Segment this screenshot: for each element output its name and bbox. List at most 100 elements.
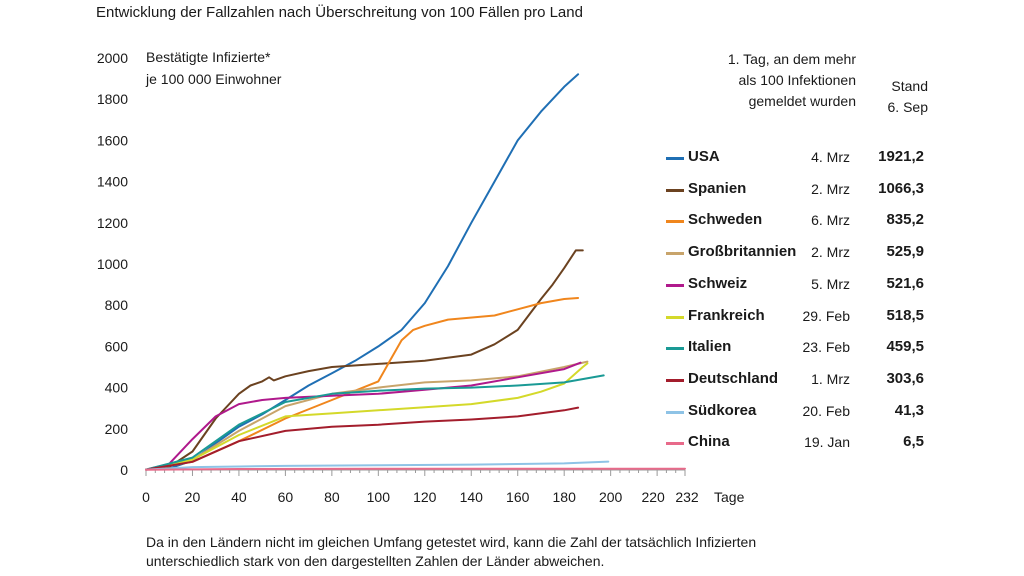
legend-series-name: Schweiz	[688, 274, 748, 292]
legend-header-stand: Stand 6. Sep	[888, 76, 928, 118]
legend-header-stand-line1: Stand	[891, 78, 928, 94]
y-tick-label: 200	[105, 421, 129, 437]
series-line-usa	[145, 73, 580, 471]
y-tick-label: 600	[105, 338, 129, 354]
x-tick-label: 20	[185, 489, 201, 505]
legend-series-name: Italien	[688, 338, 732, 356]
series-line-deutschland	[145, 406, 580, 471]
footnote: Da in den Ländern nicht im gleichen Umfa…	[146, 533, 846, 571]
legend-swatch	[666, 442, 684, 446]
legend-swatch	[666, 315, 684, 319]
legend-row: Italien 23. Feb 459,5	[662, 336, 932, 360]
chart-axes: 0 200 400 600 800 1000 1200 1400 1600 1800 2000 0 20…	[97, 50, 745, 505]
y-axis-label-line2: je 100 000 Einwohner	[146, 71, 282, 87]
x-tick-label: 160	[506, 489, 530, 505]
legend-header-first-day: 1. Tag, an dem mehr als 100 Infektionen …	[728, 49, 856, 112]
legend-stand-value: 1921,2	[878, 148, 924, 165]
legend-swatch	[666, 188, 684, 192]
legend-series-name: Großbritannien	[688, 243, 797, 261]
legend-series-name: Schweden	[688, 211, 763, 229]
legend-swatch	[666, 157, 684, 160]
x-tick-label: 140	[460, 489, 484, 505]
legend-series-name: Südkorea	[688, 401, 757, 419]
legend-swatch	[666, 283, 684, 287]
legend-row: Deutschland 1. Mrz 303,6	[662, 368, 932, 392]
legend-first-day: 19. Jan	[804, 434, 850, 451]
legend-swatch	[666, 252, 684, 256]
legend-stand-value: 521,6	[886, 274, 924, 292]
legend-series-name: China	[688, 433, 730, 451]
x-axis-label: Tage	[714, 489, 745, 505]
legend-series-name: USA	[688, 148, 720, 165]
legend-header-stand-line2: 6. Sep	[887, 99, 928, 115]
y-tick-label: 1800	[97, 91, 128, 107]
x-tick-label: 80	[324, 489, 340, 505]
y-tick-label: 400	[105, 380, 129, 396]
legend-row: Schweden 6. Mrz 835,2	[662, 209, 932, 233]
legend-stand-value: 835,2	[886, 211, 924, 229]
legend-header-first-day-line1: 1. Tag, an dem mehr	[727, 51, 856, 67]
legend-row: China 19. Jan 6,5	[662, 431, 932, 455]
legend-first-day: 29. Feb	[802, 307, 850, 324]
y-tick-label: 2000	[97, 50, 128, 66]
y-tick-label: 1600	[97, 132, 128, 148]
legend-first-day: 5. Mrz	[811, 275, 850, 292]
footnote-line2: unterschiedlich stark von den dargestell…	[146, 553, 605, 569]
x-tick-label: 232	[675, 489, 699, 505]
footnote-line1: Da in den Ländern nicht im gleichen Umfa…	[146, 534, 757, 550]
legend-first-day: 1. Mrz	[811, 370, 850, 387]
series-line-südkorea	[145, 460, 610, 471]
legend-header-first-day-line3: gemeldet wurden	[748, 93, 856, 109]
series-line-china	[145, 467, 686, 471]
x-tick-label: 220	[641, 489, 665, 505]
series-line-frankreich	[145, 362, 589, 471]
legend-stand-value: 1066,3	[878, 179, 924, 197]
chart-title: Entwicklung der Fallzahlen nach Überschr…	[96, 4, 583, 21]
legend-first-day: 2. Mrz	[811, 180, 850, 197]
x-tick-label: 0	[142, 489, 150, 505]
y-tick-label: 0	[120, 462, 128, 478]
legend-stand-value: 6,5	[903, 433, 924, 451]
series-line-schweden	[145, 297, 580, 471]
legend-first-day: 4. Mrz	[811, 149, 850, 165]
legend-series-name: Spanien	[688, 179, 747, 197]
legend-stand-value: 41,3	[894, 401, 924, 419]
series-line-italien	[145, 374, 605, 471]
legend-stand-value: 525,9	[886, 243, 924, 261]
legend-row: Südkorea 20. Feb 41,3	[662, 400, 932, 424]
legend-row: USA 4. Mrz 1921,2	[662, 146, 932, 170]
y-axis-label-line1: Bestätigte Infizierte*	[146, 49, 271, 65]
series-line-spanien	[145, 249, 584, 471]
legend-first-day: 20. Feb	[802, 402, 850, 419]
legend-swatch	[666, 220, 684, 224]
legend-stand-value: 303,6	[886, 369, 924, 387]
y-tick-label: 1200	[97, 215, 128, 231]
legend-first-day: 23. Feb	[802, 339, 850, 356]
legend-first-day: 6. Mrz	[811, 212, 850, 229]
y-tick-label: 1400	[97, 174, 128, 190]
legend-stand-value: 459,5	[886, 338, 924, 356]
x-tick-label: 100	[367, 489, 391, 505]
legend-row: Spanien 2. Mrz 1066,3	[662, 178, 932, 202]
x-tick-label: 60	[278, 489, 294, 505]
legend-swatch	[666, 378, 684, 382]
x-tick-label: 40	[231, 489, 247, 505]
legend-row: Frankreich 29. Feb 518,5	[662, 305, 932, 329]
legend-row: Großbritannien 2. Mrz 525,9	[662, 241, 932, 265]
legend-first-day: 2. Mrz	[811, 244, 850, 261]
y-tick-label: 800	[105, 297, 129, 313]
y-tick-label: 1000	[97, 256, 128, 272]
legend-series-name: Deutschland	[688, 369, 779, 387]
x-tick-label: 120	[413, 489, 437, 505]
legend-row: Schweiz 5. Mrz 521,6	[662, 273, 932, 297]
legend-header-first-day-line2: als 100 Infektionen	[738, 72, 856, 88]
x-tick-label: 200	[599, 489, 623, 505]
legend-swatch	[666, 410, 684, 414]
legend-stand-value: 518,5	[886, 306, 924, 324]
legend-series-name: Frankreich	[688, 306, 765, 324]
x-tick-label: 180	[553, 489, 577, 505]
legend-swatch	[666, 347, 684, 351]
chart-series-lines	[145, 73, 686, 471]
series-line-schweiz	[145, 361, 582, 471]
